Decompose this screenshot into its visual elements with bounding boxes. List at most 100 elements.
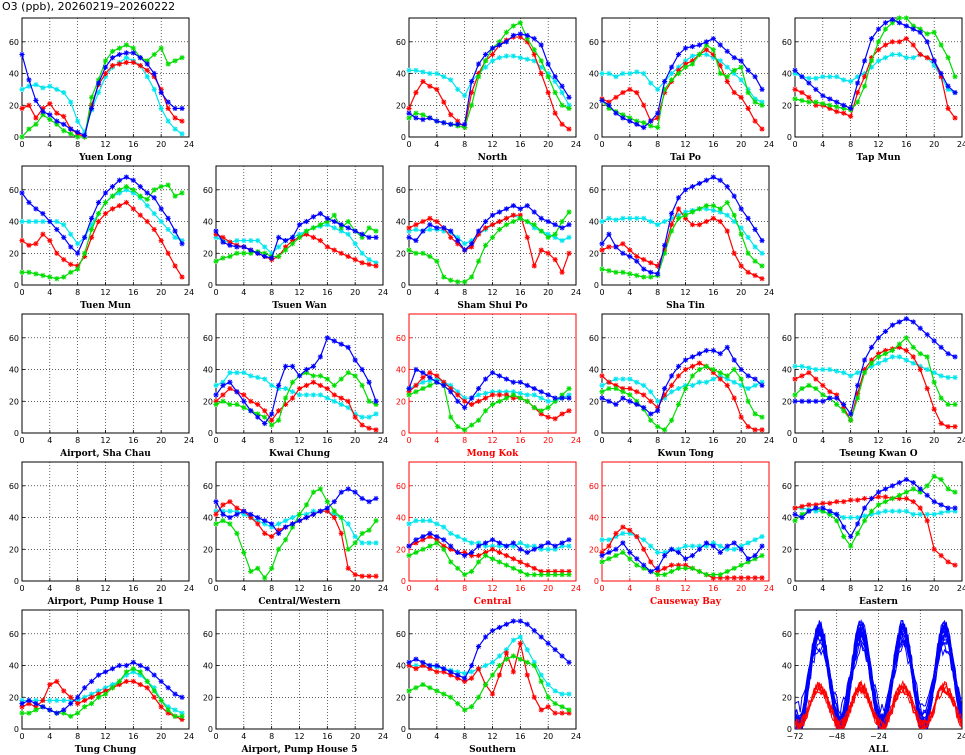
- x-tick-label: 12: [680, 436, 690, 445]
- data-point-blue: [731, 540, 737, 546]
- data-point-green: [641, 120, 647, 126]
- data-point-red: [655, 405, 661, 411]
- data-point-green: [54, 276, 60, 282]
- data-point-green: [668, 228, 675, 234]
- data-point-green: [606, 556, 612, 562]
- data-point-blue: [703, 39, 709, 45]
- data-point-red: [799, 373, 805, 379]
- y-tick-label: 0: [208, 281, 213, 290]
- data-point-blue: [317, 354, 323, 360]
- data-point-blue: [269, 255, 275, 261]
- data-point-blue: [834, 99, 840, 105]
- data-point-cyan: [613, 533, 619, 540]
- y-tick-label: 60: [9, 630, 19, 639]
- data-point-green: [434, 688, 440, 694]
- data-point-green: [310, 373, 317, 379]
- y-tick-label: 0: [787, 429, 792, 438]
- all-trace-red: [795, 682, 962, 729]
- data-point-red: [82, 697, 88, 704]
- data-point-blue: [144, 190, 150, 196]
- data-point-blue: [420, 659, 426, 665]
- data-point-green: [662, 427, 668, 433]
- data-point-green: [317, 222, 323, 228]
- data-point-green: [317, 486, 323, 492]
- data-point-green: [61, 710, 67, 716]
- data-point-red: [634, 89, 640, 96]
- data-point-blue: [806, 80, 812, 86]
- data-point-cyan: [262, 376, 268, 382]
- data-point-cyan: [413, 226, 419, 233]
- x-tick-label: 24: [184, 288, 194, 297]
- data-point-green: [462, 427, 468, 433]
- data-point-blue: [366, 234, 372, 240]
- data-point-cyan: [627, 215, 633, 221]
- data-point-red: [151, 74, 157, 80]
- data-point-blue: [641, 266, 647, 272]
- data-point-green: [503, 395, 510, 401]
- data-point-green: [745, 250, 751, 256]
- data-point-cyan: [482, 662, 489, 669]
- data-point-blue: [662, 78, 668, 85]
- data-point-cyan: [441, 74, 447, 80]
- data-point-cyan: [213, 508, 219, 514]
- data-point-cyan: [566, 691, 572, 697]
- data-point-blue: [213, 228, 219, 234]
- data-point-blue: [648, 269, 654, 275]
- data-point-green: [455, 424, 461, 430]
- data-point-red: [648, 398, 654, 404]
- data-point-green: [806, 99, 812, 105]
- data-point-cyan: [620, 215, 626, 221]
- data-point-green: [682, 64, 689, 70]
- data-point-blue: [151, 195, 157, 201]
- data-point-blue: [345, 344, 351, 350]
- data-point-blue: [938, 502, 944, 508]
- data-point-green: [566, 385, 572, 392]
- data-point-cyan: [538, 64, 544, 70]
- data-point-blue: [359, 495, 365, 502]
- x-tick-label: 24: [378, 436, 388, 445]
- data-point-green: [406, 392, 412, 398]
- data-point-cyan: [303, 392, 310, 398]
- data-point-cyan: [503, 389, 510, 395]
- data-point-blue: [538, 389, 544, 395]
- data-point-green: [738, 64, 744, 70]
- data-point-blue: [855, 382, 861, 388]
- data-point-cyan: [123, 187, 129, 193]
- data-point-red: [634, 253, 640, 260]
- data-point-green: [324, 376, 330, 382]
- data-point-blue: [82, 685, 88, 691]
- data-point-blue: [109, 184, 116, 190]
- data-point-green: [752, 411, 758, 417]
- data-point-red: [545, 568, 551, 575]
- data-point-red: [641, 257, 647, 263]
- x-tick-label: 16: [322, 436, 332, 445]
- all-stations-traces: [795, 618, 962, 729]
- data-point-blue: [338, 489, 344, 495]
- data-point-blue: [717, 549, 723, 556]
- data-point-red: [806, 370, 812, 376]
- y-tick-label: 60: [9, 186, 19, 195]
- data-point-blue: [469, 549, 475, 556]
- data-point-blue: [924, 332, 930, 338]
- data-point-green: [559, 218, 565, 225]
- data-point-cyan: [241, 370, 247, 376]
- data-point-red: [855, 89, 861, 96]
- data-point-red: [165, 105, 171, 112]
- data-point-red: [227, 385, 233, 392]
- y-tick-label: 0: [401, 577, 406, 586]
- data-point-blue: [545, 540, 551, 546]
- data-point-green: [675, 565, 682, 571]
- y-tick-label: 0: [401, 133, 406, 142]
- data-point-cyan: [289, 514, 296, 521]
- x-tick-label: 12: [100, 732, 110, 741]
- data-point-red: [538, 247, 544, 253]
- data-point-red: [130, 59, 136, 66]
- data-point-green: [68, 269, 74, 275]
- data-point-red: [61, 113, 67, 119]
- data-point-red: [841, 110, 847, 116]
- data-point-red: [675, 67, 682, 73]
- data-point-red: [158, 704, 164, 710]
- data-point-red: [759, 427, 765, 433]
